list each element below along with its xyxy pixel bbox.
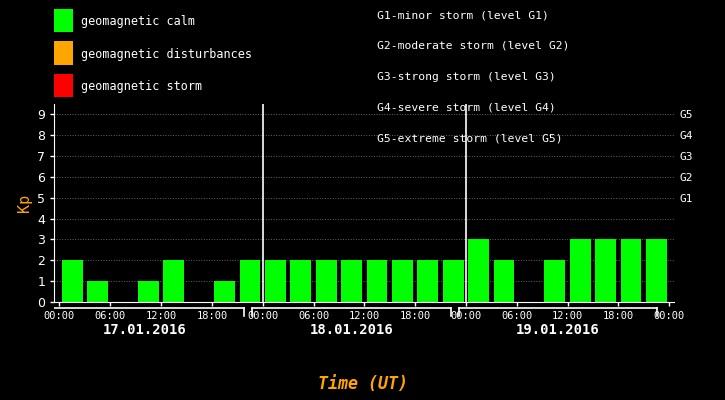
- Bar: [138, 281, 159, 302]
- Text: G4-severe storm (level G4): G4-severe storm (level G4): [377, 102, 556, 112]
- Bar: [468, 240, 489, 302]
- Bar: [341, 260, 362, 302]
- Bar: [494, 260, 515, 302]
- Text: geomagnetic calm: geomagnetic calm: [81, 15, 195, 28]
- Bar: [214, 281, 235, 302]
- Text: G2-moderate storm (level G2): G2-moderate storm (level G2): [377, 41, 570, 51]
- Bar: [646, 240, 667, 302]
- Text: G5-extreme storm (level G5): G5-extreme storm (level G5): [377, 133, 563, 143]
- Bar: [163, 260, 184, 302]
- Bar: [544, 260, 566, 302]
- Text: 18.01.2016: 18.01.2016: [310, 323, 393, 337]
- Bar: [87, 281, 108, 302]
- Bar: [570, 240, 591, 302]
- Text: 19.01.2016: 19.01.2016: [516, 323, 600, 337]
- Text: geomagnetic disturbances: geomagnetic disturbances: [81, 48, 252, 60]
- Bar: [595, 240, 616, 302]
- Bar: [621, 240, 642, 302]
- Text: Time (UT): Time (UT): [318, 375, 407, 393]
- Text: G3-strong storm (level G3): G3-strong storm (level G3): [377, 72, 556, 82]
- Text: 17.01.2016: 17.01.2016: [103, 323, 186, 337]
- Bar: [291, 260, 311, 302]
- Text: geomagnetic storm: geomagnetic storm: [81, 80, 202, 93]
- Bar: [418, 260, 438, 302]
- Bar: [239, 260, 260, 302]
- Bar: [316, 260, 336, 302]
- Y-axis label: Kp: Kp: [17, 194, 32, 212]
- Bar: [367, 260, 387, 302]
- Bar: [443, 260, 464, 302]
- Text: G1-minor storm (level G1): G1-minor storm (level G1): [377, 10, 549, 20]
- Bar: [392, 260, 413, 302]
- Bar: [265, 260, 286, 302]
- Bar: [62, 260, 83, 302]
